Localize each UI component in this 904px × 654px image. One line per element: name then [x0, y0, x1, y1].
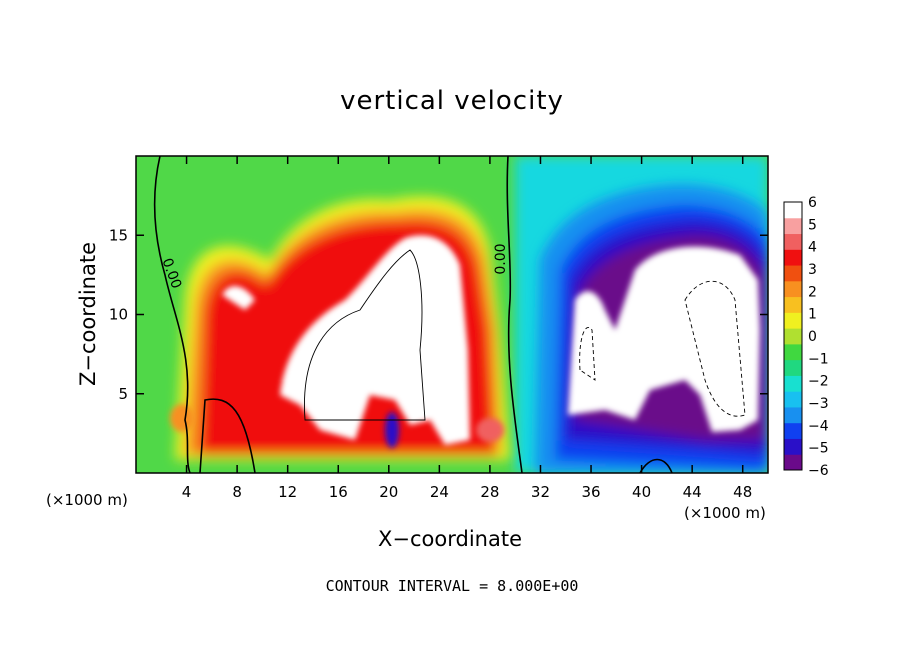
y-tick-label: 5 — [118, 385, 128, 403]
colorbar-swatch — [784, 296, 802, 313]
zero-contour-middle — [506, 156, 523, 473]
colorbar-tick-label: 6 — [808, 195, 817, 211]
colorbar-swatch — [784, 359, 802, 376]
updraft-core — [222, 235, 470, 445]
contour-interval-note: CONTOUR INTERVAL = 8.000E+00 — [325, 577, 579, 595]
colorbar-tick-label: −2 — [808, 374, 829, 390]
heatmap-field — [136, 156, 768, 473]
colorbar-swatch — [784, 312, 802, 329]
x-tick-label: 8 — [232, 483, 242, 501]
colorbar-tick-label: 0 — [808, 329, 817, 345]
colorbar-swatch — [784, 233, 802, 250]
colorbar-swatch — [784, 454, 802, 471]
colorbar-swatch — [784, 343, 802, 361]
colorbar-swatch — [784, 217, 802, 235]
colorbar-tick-label: −1 — [808, 351, 829, 367]
zero-contour-left — [153, 156, 191, 473]
colorbar-tick-label: −3 — [808, 396, 829, 412]
x-tick-label: 40 — [632, 483, 651, 501]
colorbar-swatch — [784, 202, 802, 219]
contour-label: 0.00 — [493, 243, 509, 274]
colorbar: 6 5 4 3 2 1 0 −1 −2 −3 −4 −5 −6 — [783, 195, 829, 479]
colorbar-tick-label: 1 — [808, 307, 817, 323]
colorbar-swatch — [784, 438, 802, 455]
x-tick-label: 24 — [430, 483, 449, 501]
colorbar-swatch — [784, 280, 802, 298]
x-tick-label: 48 — [733, 483, 752, 501]
zero-contour-base — [199, 398, 256, 473]
x-tick-label: 32 — [531, 483, 550, 501]
colorbar-tick-label: 2 — [808, 284, 817, 300]
x-tick-label: 16 — [329, 483, 348, 501]
chart-title: vertical velocity — [340, 86, 564, 116]
colorbar-swatch — [784, 249, 802, 266]
colorbar-tick-label: −5 — [808, 441, 829, 457]
x-tick-label: 20 — [379, 483, 398, 501]
downdraft-core — [568, 246, 760, 432]
colorbar-frame — [783, 201, 803, 471]
colorbar-swatch — [784, 375, 802, 392]
x-axis: 4 8 12 16 20 24 28 32 36 40 44 48 — [182, 156, 752, 501]
colorbar-swatch — [784, 328, 802, 345]
zero-contour-base-right — [639, 458, 673, 473]
x-tick-label: 44 — [683, 483, 702, 501]
x-axis-label: X−coordinate — [378, 527, 522, 551]
colorbar-tick-label: 5 — [808, 217, 817, 233]
downdraft-contour — [684, 280, 746, 417]
colorbar-tick-label: −4 — [808, 418, 829, 434]
y-axis: 5 10 15 — [109, 226, 768, 403]
x-tick-label: 36 — [581, 483, 600, 501]
colorbar-swatch — [784, 422, 802, 439]
x-tick-label: 12 — [278, 483, 297, 501]
colorbar-tick-label: −6 — [808, 463, 829, 479]
x-tick-label: 28 — [480, 483, 499, 501]
colorbar-swatch — [784, 265, 802, 282]
y-tick-label: 10 — [109, 306, 128, 324]
updraft-contour — [304, 249, 426, 421]
x-unit-label-right: (×1000 m) — [684, 504, 766, 522]
y-axis-label: Z−coordinate — [76, 242, 100, 386]
colorbar-tick-label: 3 — [808, 262, 817, 278]
x-unit-label-left: (×1000 m) — [46, 491, 128, 509]
colorbar-tick-label: 4 — [808, 240, 817, 256]
contour-lines — [153, 156, 746, 473]
colorbar-swatch — [784, 391, 802, 408]
surface-blobs — [170, 404, 504, 448]
y-tick-label: 15 — [109, 226, 128, 244]
x-tick-label: 4 — [182, 483, 192, 501]
colorbar-swatch — [784, 406, 802, 424]
downdraft-contour-left — [579, 327, 596, 381]
